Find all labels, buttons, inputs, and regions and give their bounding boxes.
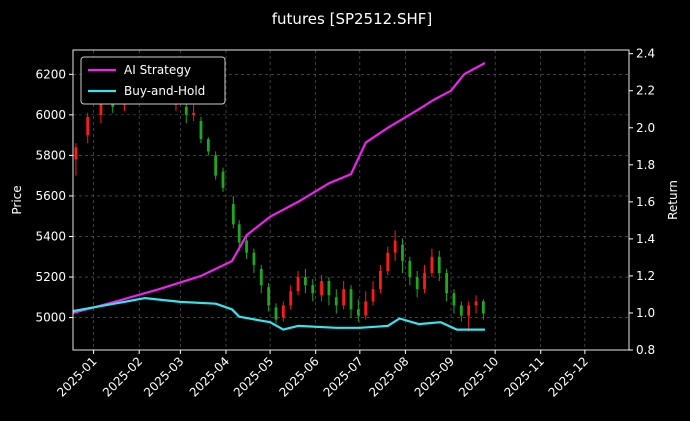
candle-body-8 (184, 106, 188, 115)
left-axis-ticks: 5000 5200 5400 5600 5800 6000 6200 (35, 67, 73, 325)
candle-body-24 (304, 277, 307, 286)
candle-body-38 (408, 260, 412, 278)
candle-body-28 (334, 297, 338, 306)
candle-body-17 (252, 252, 256, 265)
candle-body-21 (281, 305, 285, 318)
candle-body-19 (267, 287, 271, 306)
legend: AI Strategy Buy-and-Hold (80, 56, 226, 105)
candle-body-16 (245, 240, 248, 253)
candle-body-39 (415, 277, 419, 290)
y-right-label: Return (666, 180, 680, 220)
y-right-tick-label-0: 0.8 (636, 343, 655, 357)
y-left-tick-label-2: 5400 (35, 229, 66, 243)
candle-body-18 (259, 268, 263, 286)
y-left-tick-label-1: 5200 (35, 270, 66, 284)
candle-body-15 (237, 224, 241, 243)
y-left-tick-label-5: 6000 (35, 108, 66, 122)
candle-body-34 (379, 270, 382, 290)
y-left-tick-label-6: 6200 (35, 67, 66, 81)
candle-body-33 (371, 289, 375, 302)
series-line-1 (72, 297, 485, 331)
candle-body-9 (192, 112, 196, 115)
candle-body-32 (364, 301, 368, 316)
candle-body-48 (481, 301, 485, 314)
y-left-label: Price (10, 185, 24, 214)
candle-body-11 (206, 139, 210, 152)
candle-body-47 (474, 301, 478, 306)
candle-body-37 (401, 244, 404, 261)
candle-body-23 (296, 277, 300, 292)
candle-body-43 (445, 272, 449, 294)
candle-body-30 (349, 289, 353, 310)
series-line-0 (72, 62, 486, 315)
y-right-tick-label-4: 1.6 (636, 195, 655, 209)
y-right-tick-label-5: 1.8 (636, 158, 655, 172)
candle-body-35 (386, 252, 390, 271)
candle-body-26 (320, 281, 323, 296)
candle-body-0 (74, 147, 78, 160)
candle-body-2 (99, 102, 103, 115)
right-axis-ticks: 0.8 1.0 1.2 1.4 1.6 1.8 2.0 2.2 2.4 (629, 47, 655, 357)
plot-frame (72, 49, 630, 351)
candle-body-10 (199, 120, 203, 140)
candle-body-3 (111, 102, 115, 107)
legend-label-0: AI Strategy (124, 63, 191, 77)
y-right-tick-label-6: 2.0 (636, 121, 655, 135)
candle-body-25 (311, 285, 315, 294)
candle-body-42 (437, 256, 441, 273)
y-left-tick-label-0: 5000 (35, 311, 66, 325)
candle-body-1 (86, 116, 90, 136)
candle-body-31 (356, 309, 360, 316)
return-lines (72, 62, 486, 331)
candle-body-13 (221, 171, 225, 188)
candle-body-36 (393, 240, 397, 253)
y-left-tick-label-4: 5800 (35, 148, 66, 162)
candle-body-29 (342, 289, 346, 306)
candle-body-14 (231, 204, 235, 225)
y-right-tick-label-3: 1.4 (636, 232, 655, 246)
legend-box (80, 56, 226, 105)
candle-body-12 (214, 155, 218, 176)
y-right-tick-label-8: 2.4 (636, 47, 655, 61)
chart-title: futures [SP2512.SHF] (272, 10, 432, 28)
legend-label-1: Buy-and-Hold (124, 84, 205, 98)
candle-body-40 (423, 272, 426, 290)
candle-body-41 (430, 256, 434, 273)
candle-body-27 (327, 281, 331, 296)
y-right-tick-label-1: 1.0 (636, 306, 655, 320)
y-left-tick-label-3: 5600 (35, 189, 66, 203)
candle-body-46 (467, 305, 471, 316)
candle-body-45 (459, 305, 463, 316)
candle-body-22 (289, 291, 293, 306)
y-right-tick-label-7: 2.2 (636, 84, 655, 98)
y-right-tick-label-2: 1.2 (636, 269, 655, 283)
candle-body-44 (452, 293, 456, 306)
candle-body-20 (274, 307, 278, 320)
